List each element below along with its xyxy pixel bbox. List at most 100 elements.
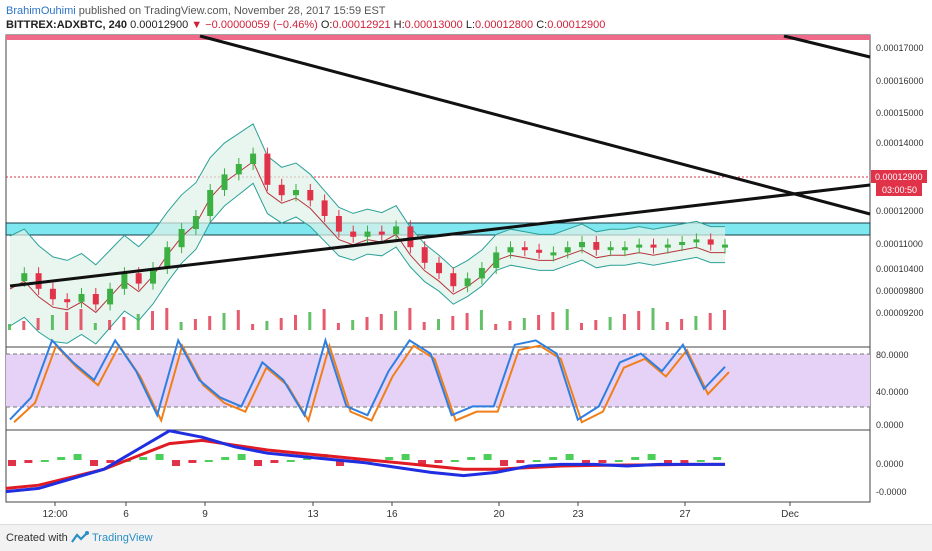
- stoch-tick-label: 80.0000: [876, 350, 909, 360]
- symbol-label: BITTREX:ADXBTC, 240: [6, 19, 128, 31]
- candle-body: [579, 242, 585, 248]
- volume-bar: [637, 311, 641, 330]
- last-price: 0.00012900: [130, 19, 189, 31]
- candle-body: [21, 273, 28, 281]
- chart-canvas[interactable]: 0.00017000 0.00016000 0.00015000 0.00014000…: [0, 0, 932, 524]
- macd-histogram-bar: [8, 460, 16, 466]
- time-tick-label: 13: [307, 509, 319, 520]
- volume-bar: [437, 319, 440, 330]
- macd-tick-label: 0.0000: [876, 459, 904, 469]
- macd-line: [5, 429, 725, 494]
- macd-histogram-bar: [598, 460, 607, 463]
- time-tick-label: 16: [386, 509, 398, 520]
- candle-body: [135, 273, 142, 284]
- price-tick-label: 0.00009800: [876, 286, 924, 296]
- price-tick-label: 0.00012000: [876, 206, 924, 216]
- bollinger-upper: [9, 123, 725, 269]
- macd-histogram-bar: [614, 460, 623, 462]
- candle-body: [664, 244, 671, 248]
- macd-histogram-bar: [483, 454, 492, 460]
- upper-trendline: [199, 34, 871, 216]
- volume-bar: [93, 323, 97, 330]
- stoch-k-line: [9, 336, 726, 422]
- volume-bar: [351, 320, 355, 330]
- price-tick-label: 0.00016000: [876, 76, 924, 86]
- open-label: O:: [320, 19, 333, 31]
- volume-bar: [665, 322, 669, 330]
- candle-body: [593, 242, 600, 250]
- volume-bar: [494, 324, 498, 330]
- macd-histogram-bar: [532, 460, 541, 462]
- volume-bar: [479, 310, 483, 330]
- macd-histogram-bar: [221, 457, 230, 460]
- last-price-tag-label: 0.00012900: [875, 172, 923, 182]
- candle-body: [207, 190, 214, 216]
- candle-body: [407, 226, 414, 248]
- candle-body: [679, 242, 686, 245]
- macd-histogram-bar: [434, 460, 443, 463]
- volume-bar: [408, 308, 412, 330]
- candle-body: [235, 164, 242, 175]
- volume-bar: [236, 310, 240, 330]
- volume-bar: [50, 315, 54, 330]
- price-tick-label: 0.00010400: [876, 264, 924, 274]
- candle-body: [150, 268, 156, 284]
- candle-body: [78, 294, 85, 302]
- macd-histogram-bar: [188, 460, 197, 463]
- macd-histogram-bar: [647, 454, 656, 460]
- price-tick-label: 0.00017000: [876, 43, 924, 53]
- candle-body: [421, 247, 428, 263]
- author-link[interactable]: BrahimOuhimi: [6, 5, 76, 17]
- tradingview-brand[interactable]: TradingView: [92, 532, 153, 544]
- price-change: −0.00000059 (−0.46%): [205, 19, 318, 31]
- candle-body: [478, 268, 485, 279]
- volume-bar: [208, 316, 212, 330]
- candle-body: [693, 239, 700, 243]
- candle-body: [35, 273, 42, 289]
- candle-body: [350, 231, 357, 237]
- candle-body: [536, 249, 543, 253]
- tradingview-logo-icon: [71, 531, 89, 543]
- volume-bar: [79, 309, 83, 330]
- candle-body: [707, 239, 714, 245]
- candle-body: [464, 278, 471, 287]
- candle-body: [378, 231, 385, 235]
- macd-histogram-bar: [90, 460, 98, 466]
- candle-body: [64, 299, 71, 303]
- macd-histogram-bar: [549, 457, 558, 460]
- macd-histogram-bar: [254, 460, 262, 466]
- time-tick-label: 9: [202, 509, 208, 520]
- macd-histogram-bar: [631, 457, 640, 460]
- resistance-trendline: [783, 34, 871, 59]
- candle-body: [250, 153, 257, 164]
- volume-bar: [222, 313, 226, 330]
- macd-histogram-bar: [106, 460, 115, 463]
- candle-body: [564, 247, 571, 253]
- low-value: 0.00012800: [475, 19, 534, 31]
- macd-histogram-bar: [336, 460, 344, 466]
- candle-body: [636, 244, 643, 248]
- volume-bar: [608, 317, 612, 330]
- candle-body: [450, 273, 457, 287]
- countdown-tag-label: 03:00:50: [882, 185, 917, 195]
- price-tick-label: 0.00011000: [876, 239, 923, 249]
- candle-body: [521, 247, 528, 251]
- volume-bar: [251, 324, 255, 330]
- macd-histogram-bar: [155, 454, 164, 460]
- candle-body: [92, 294, 99, 305]
- open-value: 0.00012921: [332, 19, 391, 31]
- volume-bar: [151, 311, 154, 330]
- candle-body: [49, 288, 56, 300]
- volume-bar: [394, 311, 398, 330]
- volume-bar: [122, 317, 126, 330]
- publish-line: BrahimOuhimi published on TradingView.co…: [6, 5, 386, 17]
- close-value: 0.00012900: [547, 19, 606, 31]
- time-tick-label: 6: [123, 509, 129, 520]
- time-tick-label: 20: [493, 509, 505, 520]
- macd-histogram-bar: [172, 460, 180, 466]
- macd-histogram-bar: [24, 460, 33, 463]
- volume-bar: [522, 318, 526, 330]
- volume-bar: [451, 316, 455, 330]
- candle-body: [722, 244, 728, 248]
- time-tick-label: 12:00: [42, 509, 67, 520]
